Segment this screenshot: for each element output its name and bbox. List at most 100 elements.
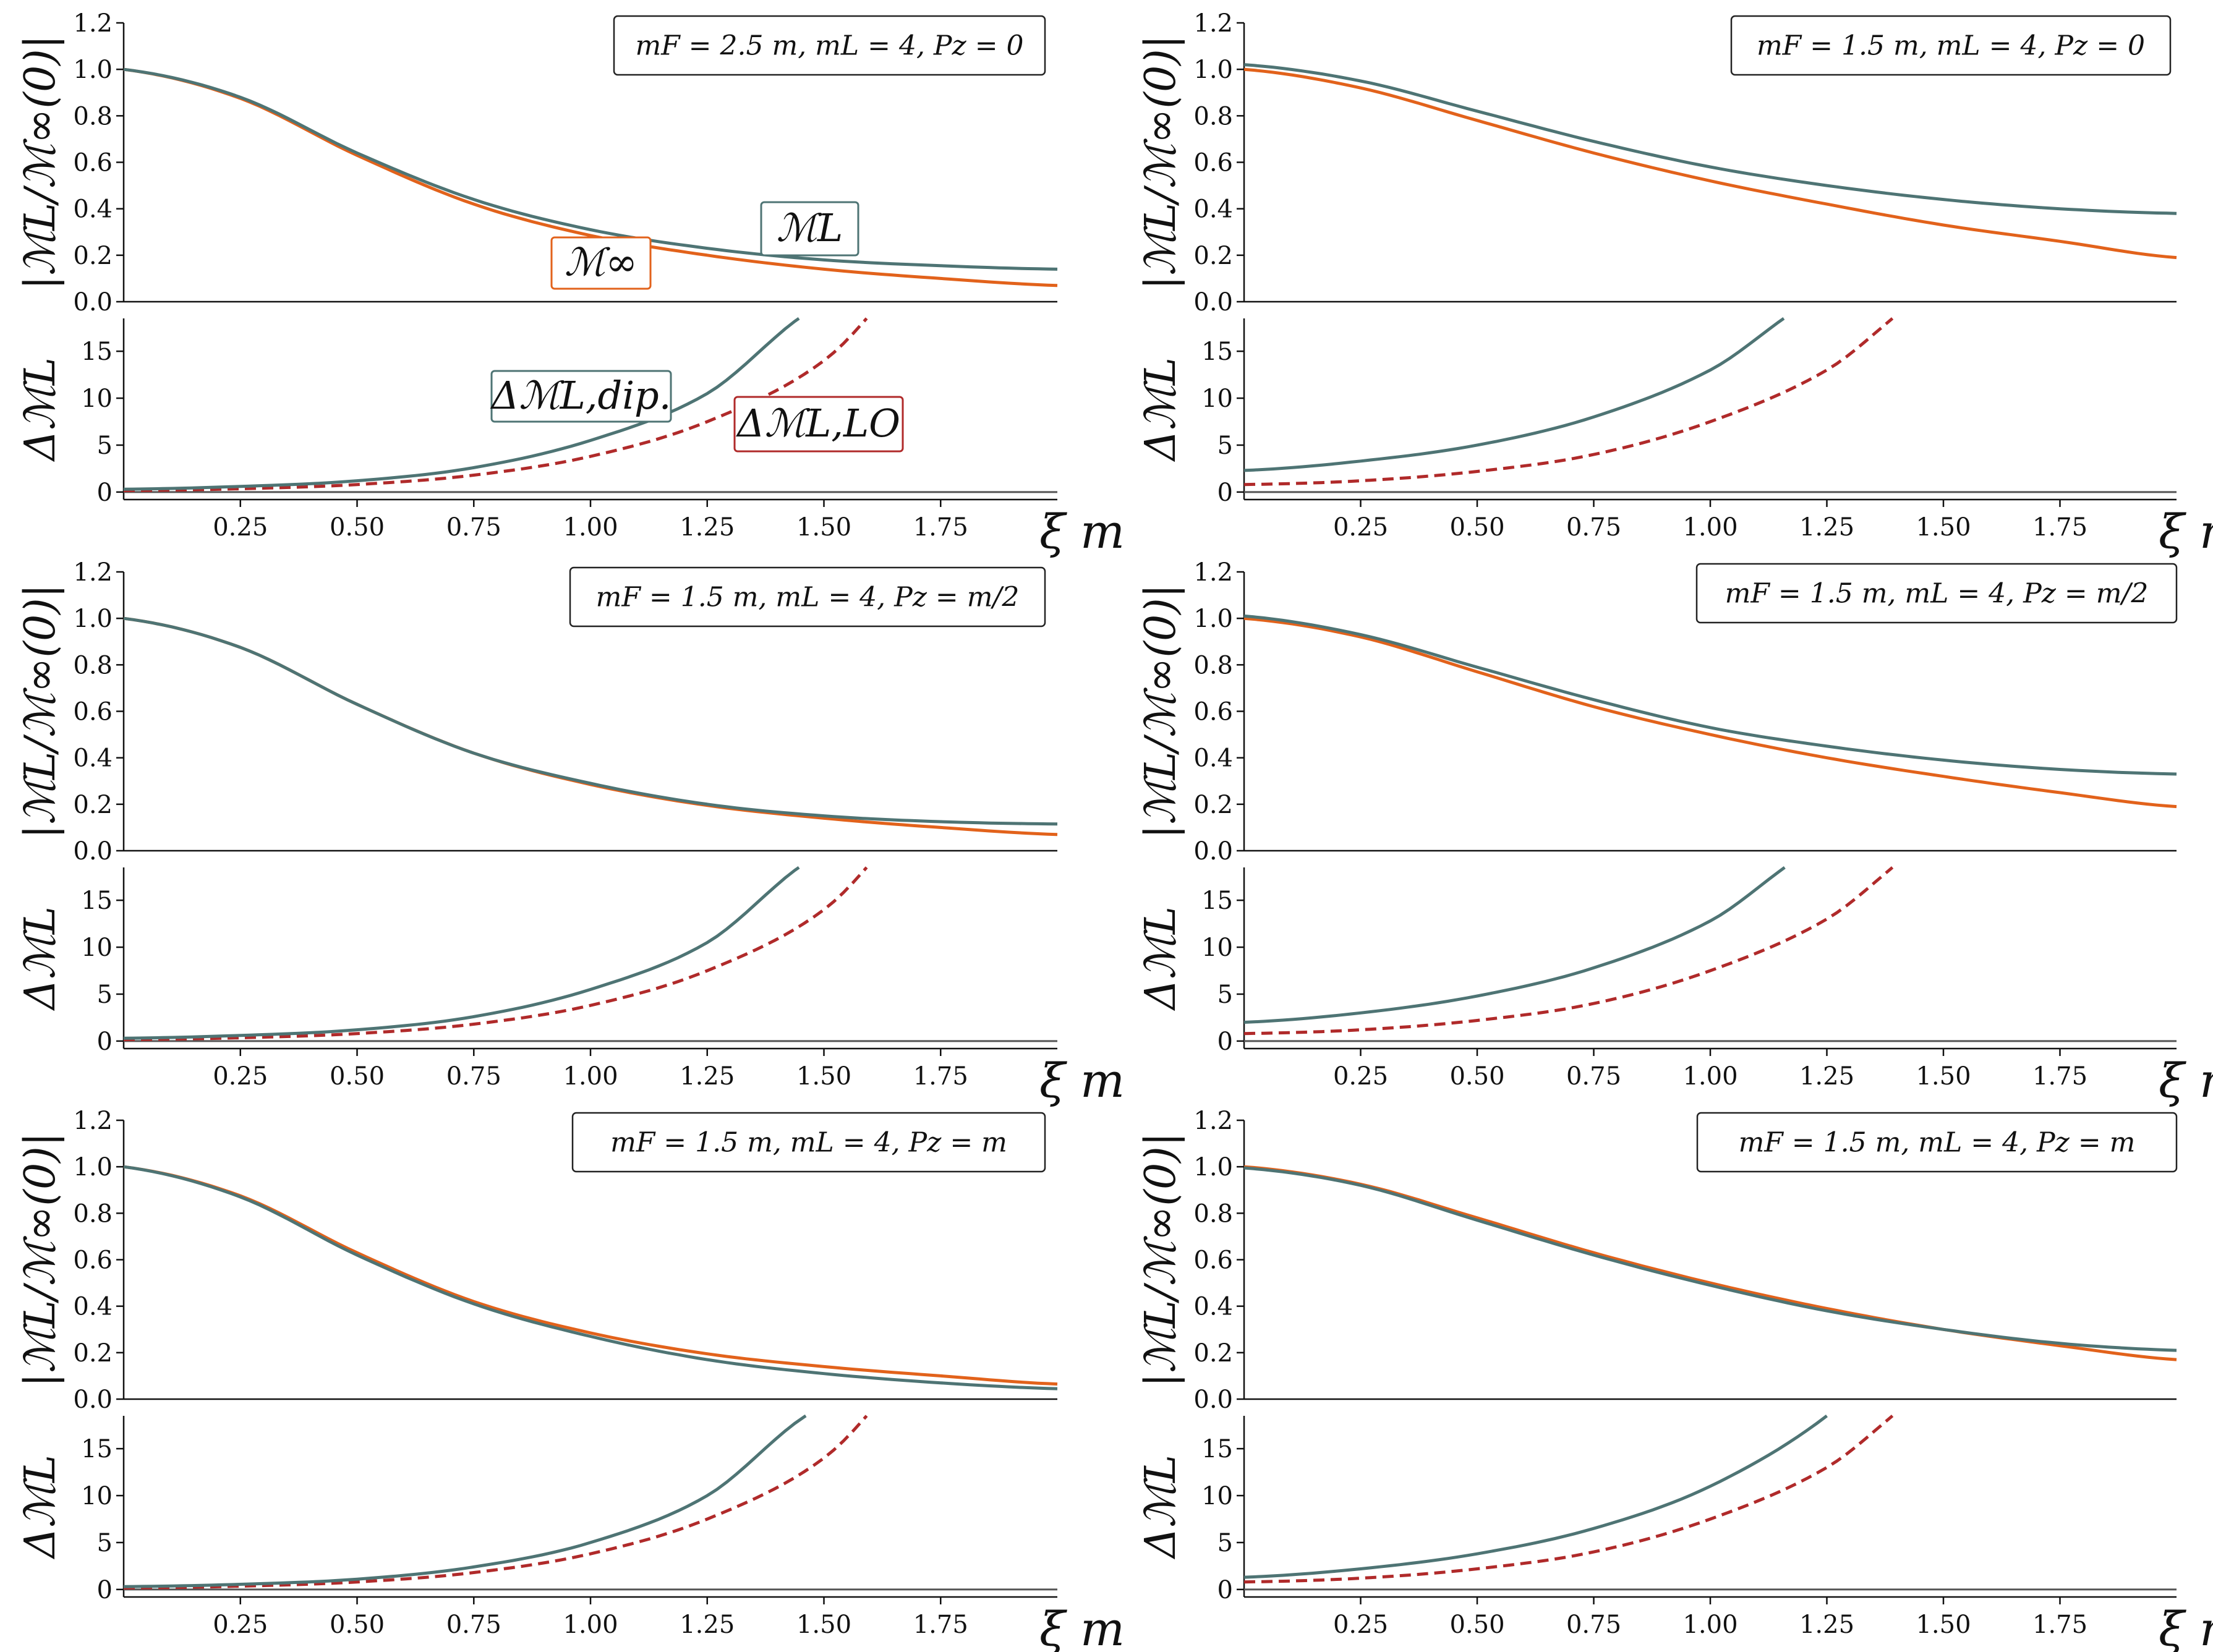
upper-y-tick-label: 0.2 <box>73 1339 113 1368</box>
series-M-L-line <box>123 1165 1058 1390</box>
x-tick-label: 1.25 <box>680 1611 735 1639</box>
x-tick-label: 0.75 <box>446 1611 501 1639</box>
upper-y-tick-label: 0.2 <box>73 242 113 270</box>
x-axis-title: ξ m <box>1039 1053 1125 1108</box>
upper-y-tick-label: 0.8 <box>1193 1199 1233 1228</box>
series-delta-M-LO-line <box>123 866 868 1042</box>
x-tick-label: 1.25 <box>680 513 735 542</box>
x-tick-label: 0.50 <box>1449 1611 1504 1639</box>
lower-y-axis-label: ΔℳL <box>16 357 65 462</box>
x-tick-label: 1.50 <box>796 1611 851 1639</box>
lower-y-tick-label: 15 <box>1201 887 1233 915</box>
x-axis-title: ξ m <box>2159 1601 2213 1652</box>
series-delta-M-dip-line <box>1243 317 1785 472</box>
x-tick-label: 1.75 <box>2032 1062 2087 1091</box>
x-tick-label: 1.00 <box>563 1062 618 1091</box>
x-tick-label: 1.75 <box>913 513 968 542</box>
lower-y-tick-label: 5 <box>97 981 113 1009</box>
series-delta-M-dip-line <box>123 866 800 1040</box>
series-M-infinity-line <box>1243 1165 2177 1361</box>
upper-y-tick-label: 1.0 <box>1193 1153 1233 1182</box>
x-tick-label: 0.25 <box>213 513 268 542</box>
series-M-L-line <box>1243 614 2177 776</box>
lower-y-axis-label: ΔℳL <box>1136 906 1185 1011</box>
upper-y-tick-label: 0.0 <box>1193 1386 1233 1414</box>
series-delta-M-dip-line <box>123 1414 807 1588</box>
panel-row3-right: 0.0 0.2 0.4 0.6 0.8 1.0 1.2 |ℳL/ℳ∞(0)| mF = 1.5 … <box>1136 1107 2213 1652</box>
upper-y-tick-label: 0.8 <box>73 102 113 130</box>
legend-M-infinity-box <box>550 236 652 290</box>
upper-y-tick-label: 0.6 <box>73 698 113 726</box>
panel-row1-left: 0.0 0.2 0.4 0.6 0.8 1.0 1.2 |ℳL/ℳ∞(0)| mF = 2.5 … <box>16 9 1125 559</box>
lower-y-tick-label: 15 <box>81 887 113 915</box>
x-tick-label: 0.75 <box>1566 1062 1621 1091</box>
x-axis-title: ξ m <box>2159 1053 2213 1108</box>
series-M-infinity-line <box>123 1165 1058 1386</box>
x-tick-label: 1.75 <box>913 1062 968 1091</box>
x-tick-label: 1.75 <box>913 1611 968 1639</box>
upper-y-axis-label: |ℳL/ℳ∞(0)| <box>16 584 65 838</box>
lower-y-tick-label: 10 <box>1201 1482 1233 1510</box>
lower-y-axis-label: ΔℳL <box>16 906 65 1011</box>
x-tick-label: 0.25 <box>1333 1611 1388 1639</box>
series-delta-M-LO-line <box>123 1415 868 1590</box>
lower-y-tick-label: 10 <box>81 385 113 413</box>
upper-y-tick-label: 1.0 <box>73 56 113 84</box>
panel-row2-left: 0.0 0.2 0.4 0.6 0.8 1.0 1.2 |ℳL/ℳ∞(0)| mF = 1.5 … <box>16 558 1125 1108</box>
x-axis-title: ξ m <box>1039 1601 1125 1652</box>
upper-y-tick-label: 0.4 <box>73 744 113 773</box>
x-axis-title: ξ m <box>1039 504 1125 559</box>
x-tick-label: 0.50 <box>1449 1062 1504 1091</box>
lower-y-tick-label: 5 <box>97 432 113 460</box>
x-tick-label: 1.00 <box>1682 513 1738 542</box>
legend-M-L-box <box>760 201 859 257</box>
upper-y-tick-label: 0.2 <box>1193 1339 1233 1368</box>
lower-y-tick-label: 5 <box>97 1529 113 1557</box>
x-tick-label: 1.00 <box>1682 1611 1738 1639</box>
series-delta-M-LO-line <box>1243 317 1894 487</box>
lower-y-tick-label: 15 <box>1201 338 1233 366</box>
lower-y-tick-label: 5 <box>1217 1529 1233 1557</box>
parameter-box-text: mF = 2.5 m, mL = 4, Pz = 0 <box>635 30 1023 62</box>
lower-y-tick-label: 10 <box>1201 385 1233 413</box>
x-tick-label: 1.50 <box>1916 1611 1971 1639</box>
parameter-box <box>569 566 1046 628</box>
upper-y-tick-label: 0.2 <box>73 791 113 819</box>
lower-y-axis-label: ΔℳL <box>16 1455 65 1560</box>
lower-y-tick-label: 10 <box>1201 934 1233 962</box>
upper-y-tick-label: 1.2 <box>1193 558 1233 587</box>
series-M-infinity-line <box>123 616 1058 837</box>
upper-y-tick-label: 0.8 <box>73 1199 113 1228</box>
parameter-box-text: mF = 1.5 m, mL = 4, Pz = m/2 <box>596 582 1020 613</box>
upper-y-tick-label: 0.0 <box>1193 837 1233 866</box>
series-delta-M-dip-line <box>1243 1415 1828 1579</box>
lower-y-tick-label: 10 <box>81 1482 113 1510</box>
parameter-box <box>1730 15 2172 76</box>
legend-delta-M-LO-box <box>733 396 904 453</box>
upper-y-tick-label: 0.0 <box>73 288 113 317</box>
panel-row2-right: 0.0 0.2 0.4 0.6 0.8 1.0 1.2 |ℳL/ℳ∞(0)| mF = 1.5 … <box>1136 558 2213 1108</box>
series-M-L-line <box>123 67 1058 271</box>
x-tick-label: 0.50 <box>1449 513 1504 542</box>
upper-y-tick-label: 0.8 <box>1193 651 1233 679</box>
upper-y-tick-label: 1.0 <box>73 1153 113 1182</box>
upper-y-tick-label: 0.6 <box>1193 698 1233 726</box>
series-delta-M-LO-line <box>1243 1415 1894 1584</box>
x-tick-label: 0.25 <box>213 1062 268 1091</box>
parameter-box-text: mF = 1.5 m, mL = 4, Pz = 0 <box>1757 30 2145 62</box>
upper-y-tick-label: 0.0 <box>73 1386 113 1414</box>
x-tick-label: 1.50 <box>796 513 851 542</box>
series-M-L-line <box>1243 1166 2177 1352</box>
legend-group: ℳL ℳ∞ ΔℳL,dip. ΔℳL,LO <box>490 201 904 453</box>
x-tick-label: 1.50 <box>796 1062 851 1091</box>
x-tick-label: 1.25 <box>1799 1611 1854 1639</box>
x-tick-label: 0.75 <box>446 1062 501 1091</box>
parameter-box-text: mF = 1.5 m, mL = 4, Pz = m <box>1739 1127 2136 1159</box>
upper-y-tick-label: 0.4 <box>73 1293 113 1321</box>
lower-y-tick-label: 0 <box>1217 1576 1233 1604</box>
upper-y-tick-label: 0.0 <box>73 837 113 866</box>
series-M-L-line <box>1243 63 2177 215</box>
lower-y-tick-label: 10 <box>81 934 113 962</box>
upper-y-tick-label: 0.8 <box>1193 102 1233 130</box>
